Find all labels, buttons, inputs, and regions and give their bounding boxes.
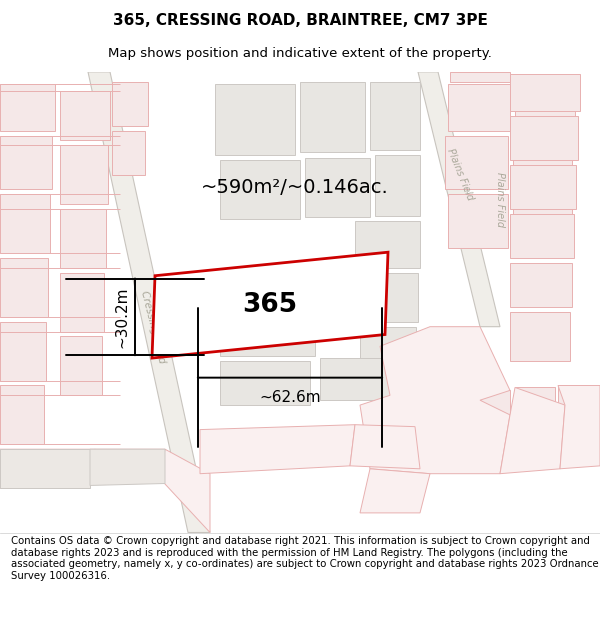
Polygon shape — [320, 358, 415, 400]
Polygon shape — [510, 214, 574, 258]
Polygon shape — [60, 272, 104, 332]
Polygon shape — [220, 361, 310, 405]
Polygon shape — [60, 91, 110, 141]
Polygon shape — [300, 82, 365, 152]
Polygon shape — [160, 449, 210, 532]
Polygon shape — [90, 449, 165, 486]
Polygon shape — [510, 116, 578, 160]
Polygon shape — [0, 84, 55, 131]
Polygon shape — [305, 158, 370, 217]
Polygon shape — [215, 84, 295, 155]
Polygon shape — [558, 386, 600, 469]
Polygon shape — [515, 87, 575, 126]
Polygon shape — [0, 136, 52, 189]
Polygon shape — [445, 136, 508, 189]
Polygon shape — [0, 322, 46, 381]
Polygon shape — [152, 253, 388, 358]
Polygon shape — [500, 388, 565, 474]
Polygon shape — [510, 263, 572, 307]
Polygon shape — [510, 165, 576, 209]
Polygon shape — [358, 272, 418, 322]
Text: 365, CRESSING ROAD, BRAINTREE, CM7 3PE: 365, CRESSING ROAD, BRAINTREE, CM7 3PE — [113, 12, 487, 28]
Text: Plains Field: Plains Field — [445, 148, 475, 202]
Polygon shape — [510, 74, 580, 111]
Polygon shape — [360, 469, 430, 513]
Text: 365: 365 — [242, 292, 298, 318]
Polygon shape — [355, 221, 420, 268]
Polygon shape — [448, 194, 508, 248]
Polygon shape — [88, 72, 210, 532]
Text: ~30.2m: ~30.2m — [114, 286, 129, 348]
Polygon shape — [510, 312, 570, 361]
Polygon shape — [112, 131, 145, 175]
Polygon shape — [360, 327, 510, 474]
Polygon shape — [448, 84, 510, 131]
Polygon shape — [90, 449, 165, 484]
Polygon shape — [513, 132, 572, 188]
Polygon shape — [558, 386, 590, 436]
Text: Contains OS data © Crown copyright and database right 2021. This information is : Contains OS data © Crown copyright and d… — [11, 536, 598, 581]
Text: Plains Field: Plains Field — [495, 172, 505, 227]
Polygon shape — [220, 160, 300, 219]
Polygon shape — [370, 82, 420, 150]
Polygon shape — [440, 395, 470, 444]
Polygon shape — [513, 191, 572, 246]
Polygon shape — [60, 146, 108, 204]
Polygon shape — [0, 194, 50, 253]
Polygon shape — [475, 391, 510, 442]
Polygon shape — [360, 327, 416, 381]
Text: Map shows position and indicative extent of the property.: Map shows position and indicative extent… — [108, 48, 492, 61]
Polygon shape — [60, 336, 102, 395]
Polygon shape — [515, 388, 555, 439]
Polygon shape — [350, 425, 420, 469]
Polygon shape — [60, 209, 106, 268]
Polygon shape — [0, 449, 95, 488]
Polygon shape — [450, 72, 510, 82]
Text: ~62.6m: ~62.6m — [259, 390, 321, 405]
Polygon shape — [200, 425, 355, 474]
Polygon shape — [220, 327, 315, 356]
Polygon shape — [418, 72, 500, 327]
Text: Cressing Road: Cressing Road — [139, 289, 167, 364]
Polygon shape — [0, 258, 48, 317]
Polygon shape — [0, 386, 44, 444]
Polygon shape — [0, 449, 90, 488]
Polygon shape — [112, 82, 148, 126]
Polygon shape — [375, 155, 420, 216]
Text: ~590m²/~0.146ac.: ~590m²/~0.146ac. — [201, 178, 389, 197]
